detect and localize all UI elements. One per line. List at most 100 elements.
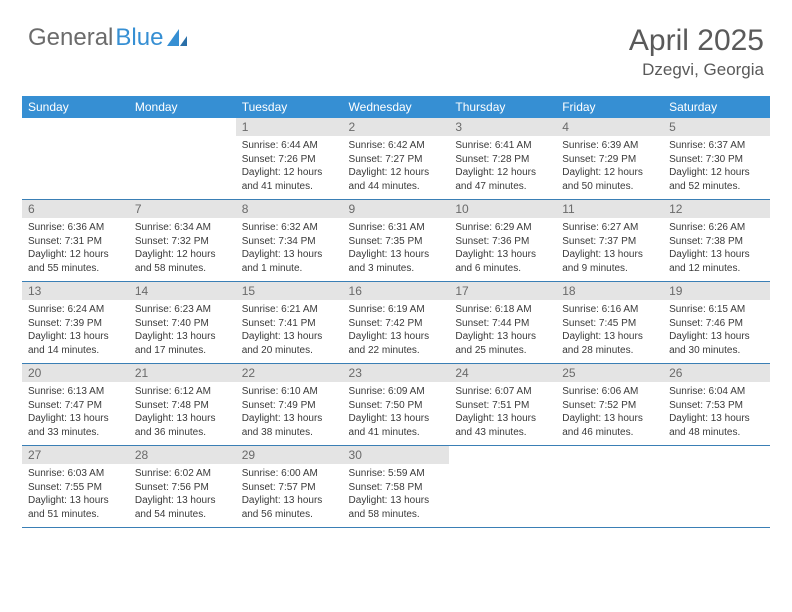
day-info-line: Sunset: 7:56 PM: [135, 481, 230, 495]
day-cell: 29Sunrise: 6:00 AMSunset: 7:57 PMDayligh…: [236, 446, 343, 528]
day-info-line: Sunrise: 6:10 AM: [242, 385, 337, 399]
day-info-line: Sunset: 7:44 PM: [455, 317, 550, 331]
dow-cell: Thursday: [449, 96, 556, 118]
day-number: 18: [556, 282, 663, 300]
day-info-line: Daylight: 13 hours and 38 minutes.: [242, 412, 337, 439]
day-cell: 20Sunrise: 6:13 AMSunset: 7:47 PMDayligh…: [22, 364, 129, 446]
day-number: 21: [129, 364, 236, 382]
day-info-line: Daylight: 13 hours and 14 minutes.: [28, 330, 123, 357]
day-body: Sunrise: 6:12 AMSunset: 7:48 PMDaylight:…: [129, 382, 236, 445]
day-info-line: Sunrise: 6:31 AM: [349, 221, 444, 235]
day-info-line: Sunset: 7:30 PM: [669, 153, 764, 167]
empty-cell: [129, 118, 236, 200]
empty-cell: [663, 446, 770, 528]
day-body: Sunrise: 6:18 AMSunset: 7:44 PMDaylight:…: [449, 300, 556, 363]
day-cell: 7Sunrise: 6:34 AMSunset: 7:32 PMDaylight…: [129, 200, 236, 282]
day-body: Sunrise: 6:31 AMSunset: 7:35 PMDaylight:…: [343, 218, 450, 281]
day-info-line: Sunset: 7:46 PM: [669, 317, 764, 331]
day-info-line: Sunset: 7:42 PM: [349, 317, 444, 331]
day-info-line: Daylight: 13 hours and 36 minutes.: [135, 412, 230, 439]
day-info-line: Sunrise: 6:04 AM: [669, 385, 764, 399]
day-info-line: Sunrise: 6:24 AM: [28, 303, 123, 317]
day-cell: 27Sunrise: 6:03 AMSunset: 7:55 PMDayligh…: [22, 446, 129, 528]
day-info-line: Daylight: 12 hours and 52 minutes.: [669, 166, 764, 193]
day-body: [449, 464, 556, 518]
day-info-line: Sunrise: 6:29 AM: [455, 221, 550, 235]
day-number: 16: [343, 282, 450, 300]
day-info-line: Sunset: 7:50 PM: [349, 399, 444, 413]
day-cell: 5Sunrise: 6:37 AMSunset: 7:30 PMDaylight…: [663, 118, 770, 200]
day-cell: 1Sunrise: 6:44 AMSunset: 7:26 PMDaylight…: [236, 118, 343, 200]
day-cell: 14Sunrise: 6:23 AMSunset: 7:40 PMDayligh…: [129, 282, 236, 364]
day-info-line: Sunset: 7:39 PM: [28, 317, 123, 331]
day-info-line: Sunrise: 6:09 AM: [349, 385, 444, 399]
day-of-week-row: SundayMondayTuesdayWednesdayThursdayFrid…: [22, 96, 770, 118]
day-cell: 9Sunrise: 6:31 AMSunset: 7:35 PMDaylight…: [343, 200, 450, 282]
day-info-line: Daylight: 13 hours and 3 minutes.: [349, 248, 444, 275]
day-number: 5: [663, 118, 770, 136]
day-body: Sunrise: 6:15 AMSunset: 7:46 PMDaylight:…: [663, 300, 770, 363]
day-number: 11: [556, 200, 663, 218]
day-body: Sunrise: 6:26 AMSunset: 7:38 PMDaylight:…: [663, 218, 770, 281]
day-cell: 22Sunrise: 6:10 AMSunset: 7:49 PMDayligh…: [236, 364, 343, 446]
day-number: [663, 446, 770, 464]
day-body: Sunrise: 6:29 AMSunset: 7:36 PMDaylight:…: [449, 218, 556, 281]
day-info-line: Sunrise: 6:34 AM: [135, 221, 230, 235]
day-cell: 23Sunrise: 6:09 AMSunset: 7:50 PMDayligh…: [343, 364, 450, 446]
day-info-line: Sunset: 7:47 PM: [28, 399, 123, 413]
day-body: Sunrise: 6:32 AMSunset: 7:34 PMDaylight:…: [236, 218, 343, 281]
title-block: April 2025 Dzegvi, Georgia: [629, 24, 764, 80]
day-info-line: Sunrise: 6:26 AM: [669, 221, 764, 235]
day-info-line: Sunrise: 6:27 AM: [562, 221, 657, 235]
day-info-line: Sunrise: 6:07 AM: [455, 385, 550, 399]
day-body: Sunrise: 6:13 AMSunset: 7:47 PMDaylight:…: [22, 382, 129, 445]
day-number: 25: [556, 364, 663, 382]
day-info-line: Daylight: 13 hours and 1 minute.: [242, 248, 337, 275]
day-number: 7: [129, 200, 236, 218]
day-info-line: Daylight: 13 hours and 30 minutes.: [669, 330, 764, 357]
day-info-line: Sunset: 7:53 PM: [669, 399, 764, 413]
day-number: 26: [663, 364, 770, 382]
day-number: 23: [343, 364, 450, 382]
day-body: Sunrise: 6:44 AMSunset: 7:26 PMDaylight:…: [236, 136, 343, 199]
day-info-line: Daylight: 13 hours and 6 minutes.: [455, 248, 550, 275]
day-body: Sunrise: 6:00 AMSunset: 7:57 PMDaylight:…: [236, 464, 343, 527]
week-row: 13Sunrise: 6:24 AMSunset: 7:39 PMDayligh…: [22, 282, 770, 364]
day-info-line: Sunset: 7:28 PM: [455, 153, 550, 167]
day-number: 14: [129, 282, 236, 300]
dow-cell: Monday: [129, 96, 236, 118]
brand-sail-icon: [167, 29, 189, 47]
day-number: 8: [236, 200, 343, 218]
day-cell: 26Sunrise: 6:04 AMSunset: 7:53 PMDayligh…: [663, 364, 770, 446]
day-info-line: Sunrise: 6:41 AM: [455, 139, 550, 153]
week-row: 1Sunrise: 6:44 AMSunset: 7:26 PMDaylight…: [22, 118, 770, 200]
day-body: Sunrise: 6:24 AMSunset: 7:39 PMDaylight:…: [22, 300, 129, 363]
location-label: Dzegvi, Georgia: [629, 60, 764, 80]
week-row: 27Sunrise: 6:03 AMSunset: 7:55 PMDayligh…: [22, 446, 770, 528]
day-cell: 11Sunrise: 6:27 AMSunset: 7:37 PMDayligh…: [556, 200, 663, 282]
day-number: 30: [343, 446, 450, 464]
day-info-line: Daylight: 13 hours and 28 minutes.: [562, 330, 657, 357]
day-body: Sunrise: 6:10 AMSunset: 7:49 PMDaylight:…: [236, 382, 343, 445]
day-number: 20: [22, 364, 129, 382]
day-body: Sunrise: 6:19 AMSunset: 7:42 PMDaylight:…: [343, 300, 450, 363]
day-number: 6: [22, 200, 129, 218]
day-cell: 24Sunrise: 6:07 AMSunset: 7:51 PMDayligh…: [449, 364, 556, 446]
day-cell: 6Sunrise: 6:36 AMSunset: 7:31 PMDaylight…: [22, 200, 129, 282]
day-cell: 15Sunrise: 6:21 AMSunset: 7:41 PMDayligh…: [236, 282, 343, 364]
day-info-line: Sunset: 7:57 PM: [242, 481, 337, 495]
day-info-line: Sunrise: 6:36 AM: [28, 221, 123, 235]
day-info-line: Daylight: 13 hours and 17 minutes.: [135, 330, 230, 357]
day-info-line: Sunrise: 6:42 AM: [349, 139, 444, 153]
day-info-line: Sunrise: 6:06 AM: [562, 385, 657, 399]
day-info-line: Sunrise: 6:16 AM: [562, 303, 657, 317]
empty-cell: [449, 446, 556, 528]
day-cell: 13Sunrise: 6:24 AMSunset: 7:39 PMDayligh…: [22, 282, 129, 364]
day-info-line: Sunset: 7:32 PM: [135, 235, 230, 249]
day-cell: 12Sunrise: 6:26 AMSunset: 7:38 PMDayligh…: [663, 200, 770, 282]
day-cell: 4Sunrise: 6:39 AMSunset: 7:29 PMDaylight…: [556, 118, 663, 200]
brand-word-1: General: [28, 24, 113, 52]
day-info-line: Daylight: 13 hours and 12 minutes.: [669, 248, 764, 275]
dow-cell: Wednesday: [343, 96, 450, 118]
day-number: 22: [236, 364, 343, 382]
